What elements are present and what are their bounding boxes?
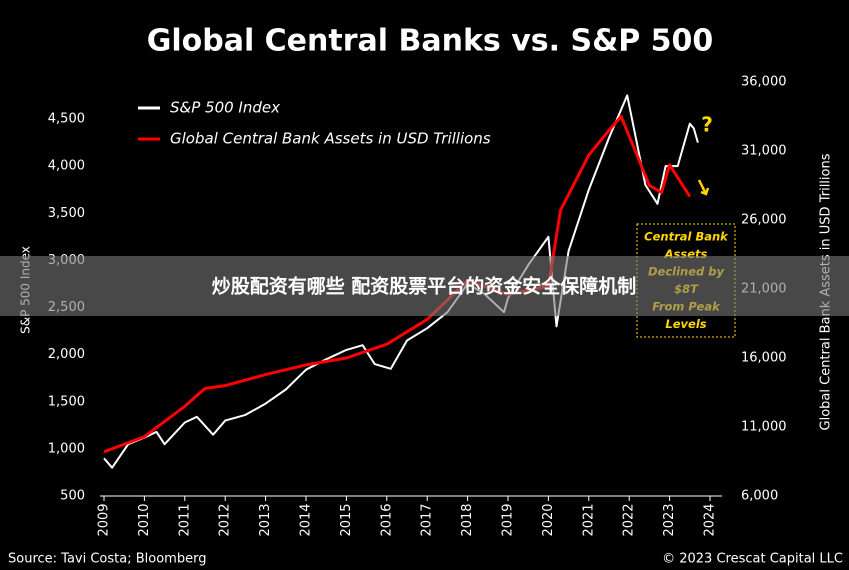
y-tick-label: 4,500 [48,112,85,127]
x-tick-label: 2014 [299,503,314,536]
x-tick-label: 2022 [622,503,637,536]
x-tick-label: 2023 [662,503,677,536]
x-tick-label: 2021 [581,503,596,536]
legend-label: Global Central Bank Assets in USD Trilli… [170,130,491,148]
x-tick-label: 2019 [501,503,516,536]
y2-tick-label: 6,000 [741,489,778,504]
y-tick-label: 2,000 [48,347,85,362]
series-line [103,94,699,469]
overlay-text: 炒股配资有哪些 配资股票平台的资金安全保障机制 [212,275,637,298]
copyright: © 2023 Crescat Capital LLC [662,552,843,567]
x-tick-label: 2018 [460,503,475,536]
x-tick-label: 2024 [703,503,718,536]
legend-label: S&P 500 Index [170,99,280,117]
x-tick-label: 2020 [541,503,556,536]
y2-tick-label: 16,000 [741,351,787,366]
x-tick-label: 2017 [420,503,435,536]
chart-title: Global Central Banks vs. S&P 500 [147,24,714,59]
y-tick-label: 4,000 [48,159,85,174]
y2-tick-label: 11,000 [741,420,787,435]
box-text: Central Bank [644,230,729,244]
y2-tick-label: 31,000 [741,144,787,159]
y-tick-label: 500 [60,489,85,504]
arrow [697,179,710,196]
x-tick-label: 2010 [137,503,152,536]
x-tick-label: 2011 [177,503,192,536]
x-tick-label: 2009 [97,503,112,536]
y2-tick-label: 26,000 [741,213,787,228]
source: Source: Tavi Costa; Bloomberg [8,552,206,567]
y-tick-label: 1,500 [48,394,85,409]
y-tick-label: 1,000 [48,441,85,456]
box-text: Levels [665,317,706,331]
x-tick-label: 2013 [258,503,273,536]
x-tick-label: 2015 [339,503,354,536]
annotation: ? [701,113,713,137]
y-tick-label: 3,500 [48,206,85,221]
y2-tick-label: 36,000 [741,75,787,90]
overlay-band [0,256,849,316]
x-tick-label: 2016 [379,503,394,536]
x-tick-label: 2012 [218,503,233,536]
